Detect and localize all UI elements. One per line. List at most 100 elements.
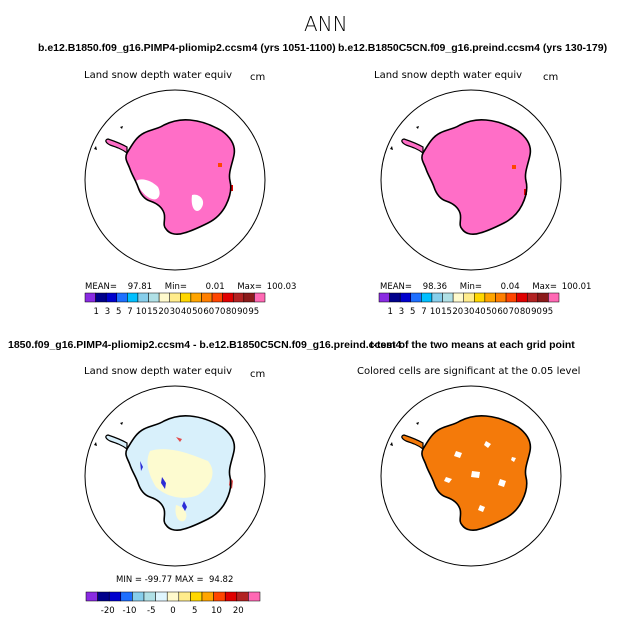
- panel1-colorbar-tick-label: 40: [181, 307, 192, 317]
- panel2-max-value: 100.01: [561, 282, 592, 292]
- panel4-field-patch: [498, 479, 506, 487]
- panel3-field-patch: [161, 477, 166, 489]
- panel1-mean-label: MEAN=: [85, 282, 117, 292]
- panel1-map: [84, 89, 266, 271]
- panel1-max-value: 100.03: [266, 282, 297, 292]
- panel2-colorbar-color-box: [399, 292, 412, 303]
- panel1-colorbar-color-box: [169, 292, 181, 303]
- panel1-colorbar-tick-label: 90: [237, 307, 248, 317]
- panel2-colorbar-color-box: [505, 292, 517, 303]
- panel1-colorbar-tick-label: 15: [147, 307, 158, 317]
- panel2-colorbar-color-box: [452, 292, 464, 303]
- panel3-colorbar-color-box: [178, 591, 191, 602]
- panel1-colorbar-tick-label: 30: [170, 307, 181, 317]
- panel1-field-patch: [191, 194, 204, 211]
- panel3-variable-label: Land snow depth water equiv: [84, 366, 233, 377]
- panel2-colorbar-color-box: [516, 292, 528, 303]
- panel2-mean-value: 98.36: [422, 282, 448, 292]
- panel2-colorbar-color-box: [421, 292, 433, 303]
- panel1-colorbar-color-box: [254, 292, 266, 303]
- panel2-peninsula-coastline: [401, 138, 424, 155]
- panel1-colorbar-tick-label: 1: [94, 307, 99, 317]
- panel2-colorbar-color-box: [474, 292, 486, 303]
- panel2-colorbar-color-box: [495, 292, 507, 303]
- panel1-colorbar-tick-label: 95: [248, 307, 259, 317]
- panel2-colorbar-color-box: [431, 292, 443, 303]
- panel3-colorbar-tick-label: 0: [170, 606, 175, 616]
- panel2-field-patch: [512, 165, 516, 169]
- panel3-colorbar-color-box: [108, 591, 122, 602]
- panel3-stats: MIN = -99.77 MAX = 94.82: [116, 575, 234, 585]
- panel1-colorbar-color-box: [158, 292, 170, 303]
- panel1-max-label: Max=: [237, 282, 263, 292]
- panel1-colorbar-tick-label: 3: [105, 307, 110, 317]
- panel2-colorbar-color-box: [410, 292, 422, 303]
- panel1-title: b.e12.B1850.f09_g16.PIMP4-pliomip2.ccsm4…: [38, 42, 336, 54]
- panel1-colorbar-color-box: [116, 292, 128, 303]
- panel2-max-label: Max=: [532, 282, 558, 292]
- panel4-map: [380, 385, 562, 567]
- panel3-colorbar-color-box: [213, 591, 226, 602]
- panel1-colorbar-color-box: [222, 292, 234, 303]
- panel3-title: 1850.f09_g16.PIMP4-pliomip2.ccsm4 - b.e1…: [8, 339, 402, 351]
- panel1-colorbar-tick-label: 10: [136, 307, 147, 317]
- panel2-min-value: 0.04: [500, 282, 520, 292]
- panel2-colorbar: 1 3 5 7 10 15 20 30 40 50 60 70 80 90 95: [378, 292, 560, 317]
- panel1-min-label: Min=: [164, 282, 187, 292]
- panel3-colorbar-tick-label: 20: [233, 606, 244, 616]
- panel3-peninsula-coastline: [105, 434, 128, 451]
- panel2-coastline: [421, 118, 532, 235]
- panel1-colorbar-color-box: [190, 292, 202, 303]
- panel1-colorbar-color-box: [137, 292, 149, 303]
- panel1-field-patch: [218, 163, 222, 167]
- panel2-colorbar-color-box: [526, 292, 539, 303]
- panel3-units-label: cm: [250, 369, 266, 380]
- panel1-colorbar-tick-label: 70: [215, 307, 226, 317]
- panel1-colorbar-tick-label: 5: [116, 307, 121, 317]
- panel3-colorbar-color-box: [143, 591, 156, 602]
- panel2-title: b.e12.B1850C5CN.f09_g16.preind.ccsm4 (yr…: [338, 42, 608, 54]
- panel2-colorbar-tick-label: 7: [421, 307, 426, 317]
- panel2-colorbar-tick-label: 20: [452, 307, 463, 317]
- panel2-colorbar-color-box: [537, 292, 549, 303]
- panel1-colorbar-color-box: [243, 292, 255, 303]
- panel3-colorbar-color-box: [224, 591, 238, 602]
- panel3-field-patch: [140, 461, 143, 471]
- panel1-colorbar-color-box: [95, 292, 107, 303]
- panel2-colorbar-tick-label: 50: [486, 307, 497, 317]
- panel2-units-label: cm: [543, 72, 559, 83]
- panel2-colorbar-tick-label: 60: [497, 307, 508, 317]
- panel4-field-patch: [444, 477, 452, 483]
- panel1-land-fill: [125, 119, 235, 235]
- panel3-coastline: [125, 414, 236, 531]
- panel1-stats: MEAN= 97.81 Min= 0.01 Max= 100.03: [85, 282, 296, 292]
- panel3-field-patch: [176, 437, 182, 442]
- panel3-colorbar-tick-label: -20: [101, 606, 115, 616]
- panel2-colorbar-tick-label: 30: [464, 307, 475, 317]
- panel2-colorbar-color-box: [463, 292, 475, 303]
- panel4-coastline: [421, 414, 532, 531]
- panel3-colorbar-color-box: [166, 591, 180, 602]
- panel4-field-patch: [478, 505, 485, 512]
- panel3-colorbar-tick-label: 5: [192, 606, 197, 616]
- panel1-colorbar-tick-label: 80: [226, 307, 237, 317]
- panel4-field-patch: [471, 471, 480, 478]
- panel2-colorbar-color-box: [548, 292, 560, 303]
- panel3-colorbar-color-box: [236, 591, 249, 602]
- panel3-colorbar-color-box: [190, 591, 203, 602]
- panel1-colorbar-color-box: [105, 292, 118, 303]
- panel2-colorbar-tick-label: 10: [430, 307, 441, 317]
- panel1-colorbar-tick-label: 50: [192, 307, 203, 317]
- panel1-field-patch: [136, 179, 160, 200]
- panel2-colorbar-tick-label: 3: [399, 307, 404, 317]
- page-title: ANN: [304, 12, 348, 36]
- panel2-colorbar-tick-label: 90: [531, 307, 542, 317]
- panel2-min-label: Min=: [459, 282, 482, 292]
- panel1-coastline: [125, 118, 236, 235]
- panel2-variable-label: Land snow depth water equiv: [374, 70, 523, 81]
- panel1-min-value: 0.01: [205, 282, 225, 292]
- panel2-colorbar-tick-label: 70: [509, 307, 520, 317]
- panel1-mean-value: 97.81: [127, 282, 153, 292]
- panel1-variable-label: Land snow depth water equiv: [84, 70, 233, 81]
- panel3-colorbar-tick-label: -10: [123, 606, 137, 616]
